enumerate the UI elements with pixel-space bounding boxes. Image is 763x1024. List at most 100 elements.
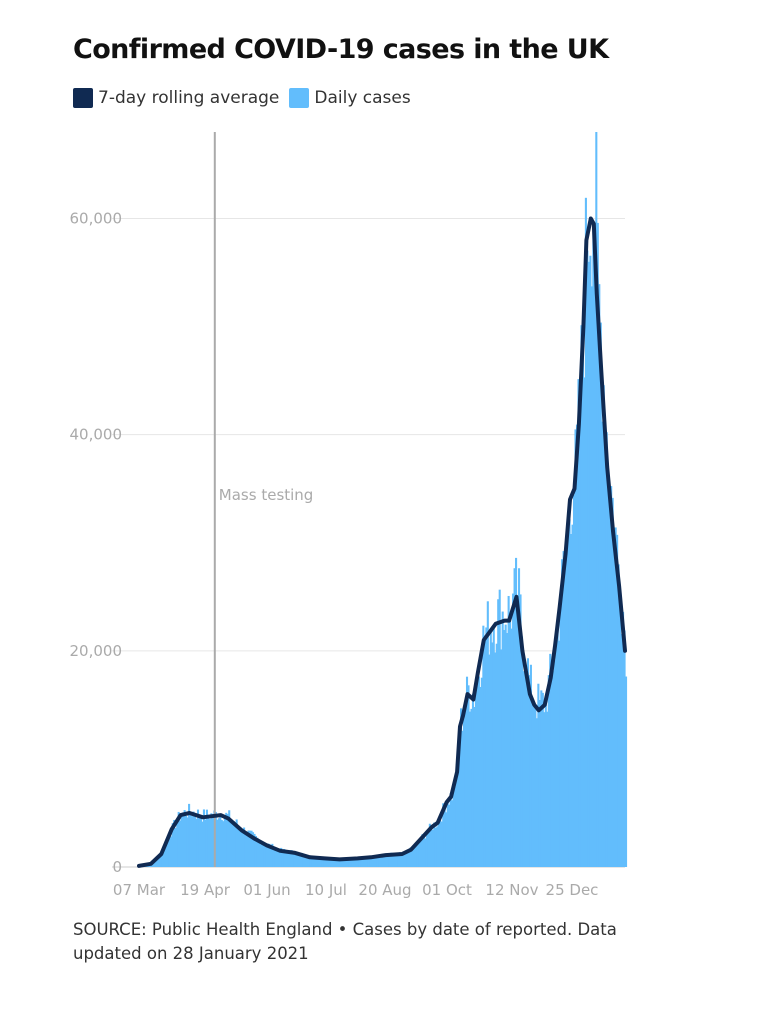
daily-cases-bar — [509, 613, 512, 867]
daily-cases-bar — [315, 858, 318, 867]
daily-cases-bar — [250, 830, 253, 867]
daily-cases-bar — [277, 849, 280, 867]
daily-cases-bar — [390, 852, 393, 867]
daily-cases-bar — [520, 636, 524, 867]
daily-cases-bar — [546, 711, 549, 867]
daily-cases-bar — [517, 568, 521, 867]
daily-cases-bar — [474, 690, 477, 867]
daily-cases-bar — [274, 848, 277, 867]
daily-cases-bar — [513, 568, 516, 867]
daily-cases-bar — [570, 533, 573, 867]
daily-cases-bar — [176, 821, 179, 867]
daily-cases-bar — [623, 630, 626, 867]
legend-item-daily-cases[interactable]: Daily cases — [289, 88, 411, 108]
daily-cases-bar — [430, 825, 433, 867]
daily-cases-bar — [440, 821, 443, 867]
x-tick-label: 10 Jul — [305, 881, 347, 899]
daily-cases-bar — [205, 809, 208, 867]
daily-cases-bar — [418, 840, 421, 867]
legend-label-daily-cases: Daily cases — [314, 88, 411, 108]
daily-cases-bar — [613, 550, 616, 867]
daily-cases-bar — [335, 858, 338, 867]
daily-cases-bar — [348, 858, 351, 867]
daily-cases-bar — [210, 813, 213, 867]
daily-cases-bar — [272, 850, 275, 867]
daily-cases-bar — [596, 222, 599, 867]
daily-cases-bar — [247, 830, 250, 867]
daily-cases-bar — [301, 852, 304, 867]
daily-cases-bar — [497, 599, 500, 867]
daily-cases-bar — [564, 555, 567, 867]
daily-cases-bar — [363, 858, 366, 867]
daily-cases-bar — [369, 856, 372, 867]
daily-cases-bar — [306, 857, 310, 867]
daily-cases-bar — [607, 478, 610, 867]
daily-cases-bar — [467, 685, 470, 867]
daily-cases-bar — [156, 857, 159, 867]
daily-cases-bar — [265, 844, 268, 867]
daily-cases-bar — [226, 814, 229, 867]
daily-cases-bar — [268, 843, 271, 867]
daily-cases-bar — [320, 858, 323, 867]
daily-cases-bar — [152, 862, 155, 867]
daily-cases-bar — [289, 850, 292, 867]
daily-cases-bar — [329, 857, 332, 867]
daily-cases-bar — [225, 812, 228, 867]
daily-cases-bar — [485, 627, 488, 867]
daily-cases-bar — [604, 451, 607, 867]
legend-item-rolling-average[interactable]: 7-day rolling average — [73, 88, 279, 108]
daily-cases-bar — [616, 534, 619, 867]
daily-cases-bar — [271, 843, 274, 867]
daily-cases-bar — [287, 853, 290, 867]
daily-cases-bar — [567, 514, 570, 867]
daily-cases-bar — [192, 811, 195, 867]
daily-cases-bar — [344, 860, 347, 867]
daily-cases-bar — [298, 852, 301, 867]
daily-cases-bar — [296, 852, 299, 867]
daily-cases-bar — [228, 810, 231, 867]
daily-cases-bar — [519, 594, 522, 867]
daily-cases-bar — [541, 692, 544, 867]
daily-cases-bar — [208, 819, 211, 867]
daily-cases-bar — [281, 850, 284, 867]
daily-cases-bar — [357, 858, 360, 867]
daily-cases-bar — [431, 829, 434, 867]
daily-cases-bar — [183, 810, 186, 867]
daily-cases-bar — [199, 817, 203, 867]
daily-cases-bar — [619, 611, 622, 867]
daily-cases-bar — [535, 718, 538, 867]
daily-cases-bar — [562, 551, 565, 867]
daily-cases-bar — [428, 823, 431, 867]
daily-cases-bar — [477, 676, 480, 867]
daily-cases-bar — [336, 859, 339, 867]
daily-cases-bar — [498, 589, 501, 867]
daily-cases-bar — [191, 816, 194, 867]
daily-cases-bar — [159, 855, 162, 867]
daily-cases-bar — [312, 856, 315, 867]
daily-cases-bar — [244, 834, 247, 867]
daily-cases-bar — [391, 852, 394, 867]
daily-cases-bar — [195, 818, 198, 867]
daily-cases-bar — [292, 853, 295, 867]
daily-cases-bar — [317, 857, 320, 867]
daily-cases-bar — [568, 519, 571, 867]
daily-cases-bar — [167, 839, 170, 867]
daily-cases-bar — [216, 819, 219, 867]
daily-cases-bar — [241, 832, 244, 867]
daily-cases-bar — [605, 432, 608, 867]
daily-cases-bar — [439, 820, 442, 867]
x-tick-label: 07 Mar — [113, 881, 166, 899]
daily-cases-bar — [525, 683, 528, 867]
daily-cases-bar — [540, 690, 543, 867]
daily-cases-bar — [168, 838, 171, 867]
daily-cases-bar — [333, 859, 336, 867]
daily-cases-bar — [217, 818, 220, 867]
daily-cases-bar — [454, 786, 457, 867]
daily-cases-bar — [323, 859, 326, 867]
daily-cases-bar — [278, 851, 281, 867]
daily-cases-bar — [437, 820, 440, 867]
daily-cases-bar — [347, 858, 350, 867]
daily-cases-bar — [620, 633, 623, 867]
daily-cases-bar — [293, 854, 296, 867]
daily-cases-bar — [608, 501, 611, 867]
